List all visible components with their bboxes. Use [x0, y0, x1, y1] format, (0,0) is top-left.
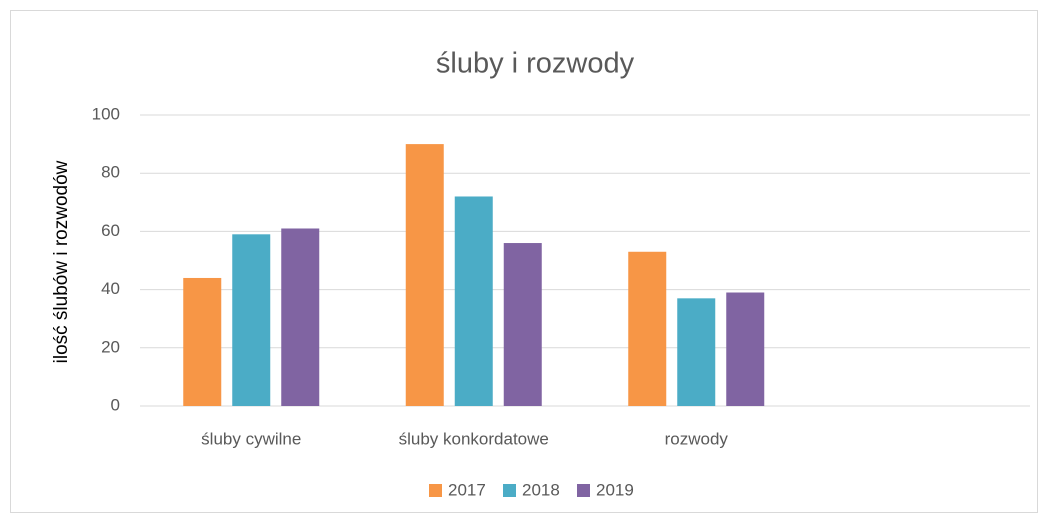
legend-label: 2019 — [596, 480, 634, 499]
y-tick-label: 40 — [101, 279, 120, 298]
bar — [454, 196, 493, 406]
bar — [503, 243, 542, 406]
y-tick-label: 0 — [111, 395, 120, 414]
x-tick-label: rozwody — [665, 429, 729, 448]
chart-title: śluby i rozwody — [436, 48, 635, 80]
y-tick-label: 80 — [101, 163, 120, 182]
legend-swatch — [577, 484, 590, 497]
x-tick-label: śluby cywilne — [201, 429, 301, 448]
y-tick-label: 20 — [101, 337, 120, 356]
bar — [183, 277, 222, 406]
x-tick-label: śluby konkordatowe — [399, 429, 549, 448]
legend-label: 2017 — [448, 480, 486, 499]
bar — [726, 292, 765, 406]
y-tick-label: 100 — [92, 104, 120, 123]
y-axis-label: ilość ślubów i rozwodów — [51, 160, 72, 363]
bar — [677, 298, 716, 406]
legend-swatch — [429, 484, 442, 497]
legend-swatch — [503, 484, 516, 497]
bar — [628, 251, 667, 406]
bar — [405, 144, 444, 406]
bar — [281, 228, 320, 406]
legend-label: 2018 — [522, 480, 560, 499]
bar — [232, 234, 271, 406]
y-tick-label: 60 — [101, 221, 120, 240]
